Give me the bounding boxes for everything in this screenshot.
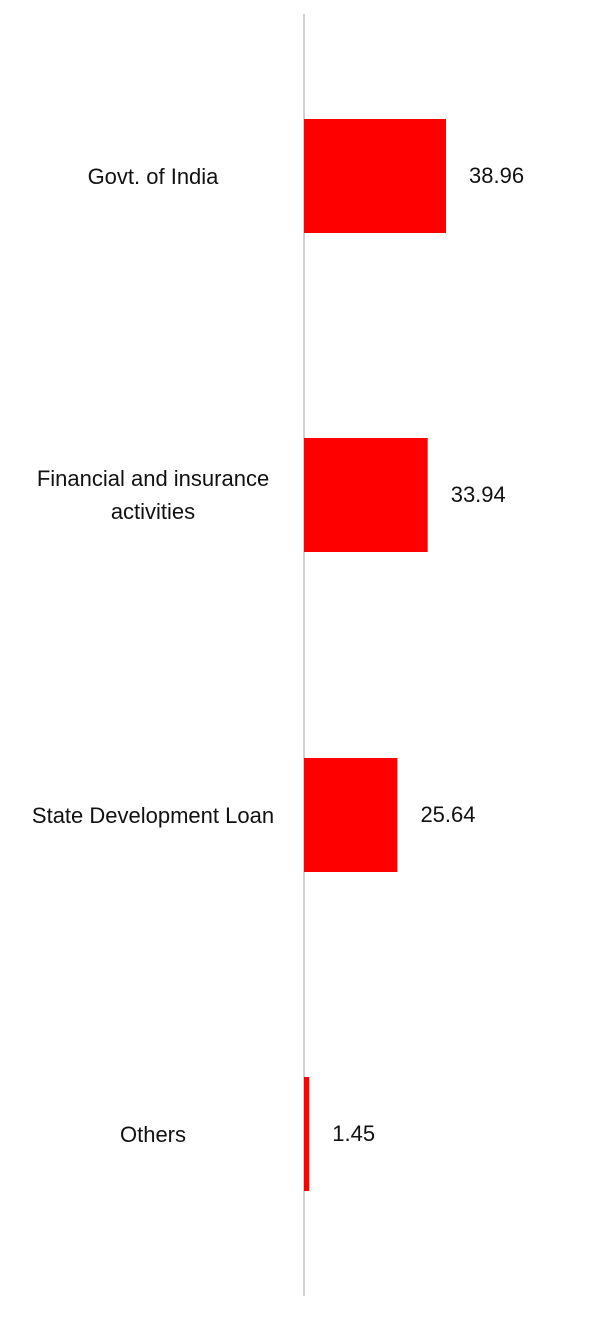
value-label-2: 25.64 [420,802,476,827]
category-label-2: State Development Loan [31,802,275,828]
bar-1 [304,438,428,552]
bar-2 [304,758,398,872]
bar-3 [304,1077,310,1191]
bar-0 [304,119,446,233]
value-label-3: 1.45 [332,1121,376,1146]
category-label-3: Others [119,1121,187,1147]
category-label-1: Financial and insurance activities [36,466,270,524]
value-label-0: 38.96 [469,163,525,188]
category-label-0: Govt. of India [87,163,219,189]
value-label-1: 33.94 [450,482,506,507]
